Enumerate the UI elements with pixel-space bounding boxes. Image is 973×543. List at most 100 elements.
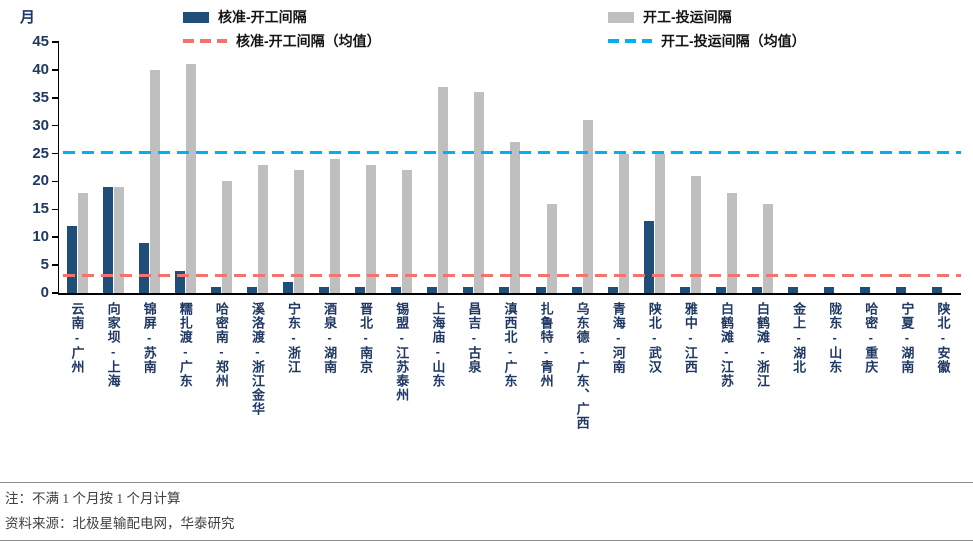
y-tick-label: 40 xyxy=(32,60,49,78)
bar-group xyxy=(817,42,853,293)
bar-group xyxy=(59,42,95,293)
y-tick-label: 25 xyxy=(32,144,49,162)
bar-group xyxy=(708,42,744,293)
x-category-label: 宁东-浙江 xyxy=(286,302,302,374)
bar-group xyxy=(636,42,672,293)
x-category-label: 乌东德-广东、广西 xyxy=(574,302,590,430)
bar-start-operation xyxy=(402,170,413,293)
y-tick-mark xyxy=(52,152,59,155)
bar-group xyxy=(456,42,492,293)
bar-start-operation xyxy=(546,203,557,293)
bar-start-operation xyxy=(763,203,774,293)
bar-approval-start xyxy=(427,287,438,293)
bar-approval-start xyxy=(138,242,149,293)
x-category-label: 白鹤滩-浙江 xyxy=(755,302,771,388)
legend-item-start-operation: 开工-投运间隔 xyxy=(608,7,732,27)
bar-start-operation xyxy=(366,164,377,293)
bar-start-operation xyxy=(113,187,124,293)
x-category-label: 晋北-南京 xyxy=(358,302,374,374)
notes-divider xyxy=(0,482,973,483)
legend-dash-swatch-icon xyxy=(183,39,227,43)
bar-group xyxy=(95,42,131,293)
legend-item-start-operation-avg: 开工-投运间隔（均值） xyxy=(608,31,806,51)
bar-start-operation xyxy=(438,86,449,293)
legend-item-approval-start-avg: 核准-开工间隔（均值） xyxy=(183,31,381,51)
bar-approval-start xyxy=(499,287,510,293)
bar-approval-start xyxy=(715,287,726,293)
bar-group xyxy=(275,42,311,293)
bar-group xyxy=(853,42,889,293)
bar-start-operation xyxy=(510,142,521,293)
bar-group xyxy=(889,42,925,293)
x-category-label: 金上-湖北 xyxy=(791,302,807,374)
y-tick-mark xyxy=(52,264,59,266)
bar-group xyxy=(131,42,167,293)
avg-line-start-operation xyxy=(63,150,961,155)
legend-label: 核准-开工间隔 xyxy=(218,9,307,25)
bar-start-operation xyxy=(294,170,304,293)
legend-bar-swatch-icon xyxy=(608,11,634,23)
x-category-label: 昌吉-古泉 xyxy=(466,302,482,374)
x-category-label: 雅中-江西 xyxy=(682,302,698,374)
bar-group xyxy=(528,42,564,293)
bar-group xyxy=(239,42,275,293)
x-category-label: 溪洛渡-浙江金华 xyxy=(249,302,265,416)
y-tick-label: 0 xyxy=(40,284,49,301)
x-category-label: 糯扎渡-广东 xyxy=(177,302,193,388)
bar-approval-start xyxy=(788,287,799,293)
x-category-label: 酒泉-湖南 xyxy=(322,302,338,374)
legend-label: 核准-开工间隔（均值） xyxy=(236,33,381,49)
legend-bar-swatch-icon xyxy=(183,11,209,23)
x-category-label: 锦屏-苏南 xyxy=(141,302,157,374)
bar-approval-start xyxy=(66,226,77,293)
bar-start-operation xyxy=(618,153,629,293)
bar-start-operation xyxy=(185,64,196,293)
y-tick-mark xyxy=(52,180,59,183)
bar-approval-start xyxy=(607,287,618,293)
bar-approval-start xyxy=(102,187,113,293)
bar-approval-start xyxy=(571,287,582,293)
bar-group xyxy=(203,42,239,293)
y-tick-mark xyxy=(52,236,59,238)
bar-group xyxy=(492,42,528,293)
chart-source: 资料来源：北极星输配电网，华泰研究 xyxy=(5,516,235,531)
bar-start-operation xyxy=(474,92,485,293)
bar-start-operation xyxy=(257,164,268,293)
x-category-label: 扎鲁特-青州 xyxy=(538,302,554,388)
bar-approval-start xyxy=(319,287,330,293)
bar-group xyxy=(564,42,600,293)
x-category-label: 陕北-安徽 xyxy=(935,302,951,374)
bar-approval-start xyxy=(283,281,293,293)
bar-start-operation xyxy=(690,175,701,293)
x-category-label: 锡盟-江苏泰州 xyxy=(394,302,410,402)
bar-group xyxy=(925,42,961,293)
y-tick-mark xyxy=(52,69,59,71)
y-tick-label: 45 xyxy=(32,33,49,50)
bar-approval-start xyxy=(355,287,366,293)
y-tick-mark xyxy=(52,124,59,127)
y-tick-label: 10 xyxy=(32,228,49,246)
bar-approval-start xyxy=(932,287,943,293)
x-category-label: 宁夏-湖南 xyxy=(899,302,915,374)
x-category-label: 滇西北-广东 xyxy=(502,302,518,388)
x-category-label: 哈密南-郑州 xyxy=(213,302,229,388)
bar-approval-start xyxy=(174,270,185,293)
bar-start-operation xyxy=(221,181,232,293)
bar-approval-start xyxy=(391,287,402,293)
bar-approval-start xyxy=(463,287,474,293)
bar-approval-start xyxy=(824,287,835,293)
x-category-label: 陇东-山东 xyxy=(827,302,843,374)
chart-note: 注：不满 1 个月按 1 个月计算 xyxy=(5,491,181,506)
x-category-label: 上海庙-山东 xyxy=(430,302,446,388)
bar-approval-start xyxy=(535,287,546,293)
y-tick-mark xyxy=(52,41,59,43)
bar-start-operation xyxy=(654,153,665,293)
bar-group xyxy=(167,42,203,293)
y-tick-mark xyxy=(52,97,59,99)
y-tick-label: 35 xyxy=(32,88,49,106)
bar-approval-start xyxy=(896,287,907,293)
y-tick-mark xyxy=(52,208,59,211)
y-tick-mark xyxy=(52,292,59,294)
bar-start-operation xyxy=(726,192,737,293)
